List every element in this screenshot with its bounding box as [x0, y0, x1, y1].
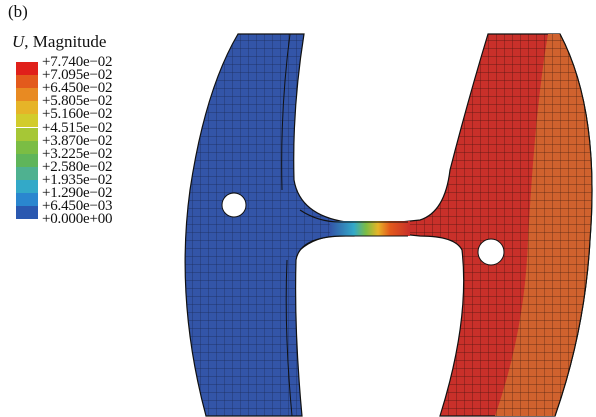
- left-ring-rim: [281, 33, 291, 191]
- legend-label: +4.515e−02: [42, 119, 113, 136]
- legend-label: +7.095e−02: [42, 67, 113, 84]
- legend-swatch: [16, 140, 38, 154]
- right-ring-outer-band: [495, 34, 592, 416]
- panel-label: (b): [8, 2, 28, 21]
- right-ring-edge: [554, 33, 593, 417]
- legend-label: +3.870e−02: [42, 132, 113, 149]
- legend-swatch: [16, 62, 38, 76]
- legend-title-text: , Magnitude: [24, 32, 107, 51]
- bridge-top-edge: [299, 209, 408, 223]
- legend-swatch: [16, 114, 38, 128]
- legend-swatch: [16, 88, 38, 102]
- connector-bridge: [330, 221, 410, 236]
- legend-label: +5.160e−02: [42, 106, 113, 123]
- legend-label: +6.450e−02: [42, 80, 113, 97]
- legend-label: +1.290e−02: [42, 185, 113, 201]
- legend-label: +5.805e−02: [42, 93, 113, 110]
- bridge-bottom-edge: [299, 235, 408, 251]
- legend-label: +2.580e−02: [42, 158, 113, 175]
- legend-label: +0.000e+00: [42, 211, 113, 228]
- legend-label: +1.935e−02: [42, 171, 113, 188]
- legend-swatch: [16, 153, 38, 167]
- legend-title-variable: U: [12, 32, 25, 51]
- legend-label: +7.740e−02: [42, 54, 113, 70]
- legend-label: +3.225e−02: [42, 145, 113, 162]
- legend-swatch: [16, 127, 38, 141]
- legend-swatch: [16, 75, 38, 89]
- legend-swatch: [16, 179, 38, 193]
- legend-label: +6.450e−03: [42, 198, 113, 215]
- left-ring: [184, 33, 355, 417]
- left-bolt-hole: [221, 192, 247, 218]
- legend-swatch: [16, 193, 38, 207]
- legend-swatch: [16, 166, 38, 180]
- legend-swatch: [16, 101, 38, 115]
- legend-swatch: [16, 206, 38, 220]
- right-bolt-hole: [477, 238, 505, 266]
- left-ring-rim-lower: [285, 259, 293, 417]
- legend-title: U, Magnitude: [12, 32, 106, 52]
